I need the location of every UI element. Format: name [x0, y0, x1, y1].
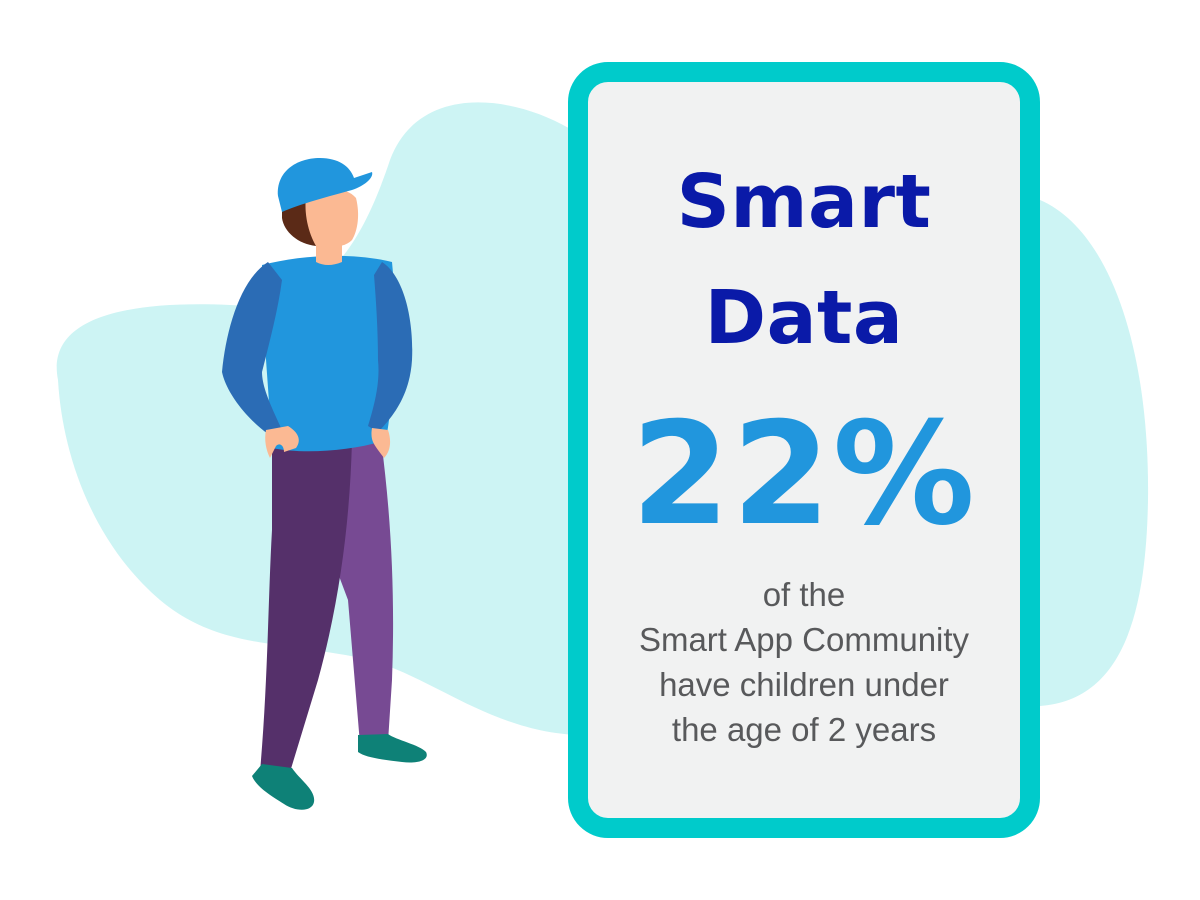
person-in-cap-icon: [222, 158, 427, 810]
card-content: Smart Data 22% of the Smart App Communit…: [588, 82, 1020, 818]
face: [305, 188, 359, 248]
pants-dark-leg: [260, 440, 352, 772]
smart-data-card: Smart Data 22% of the Smart App Communit…: [568, 62, 1040, 838]
description-line-4: the age of 2 years: [671, 711, 937, 748]
right-hand: [371, 428, 391, 458]
description-line-1: of the: [762, 576, 846, 613]
shirt: [262, 255, 396, 452]
left-hand: [265, 426, 299, 458]
description-line-3: have children under: [659, 666, 949, 703]
left-shoe: [252, 764, 315, 810]
right-shoe: [358, 734, 427, 763]
title-line-2: Data: [704, 275, 904, 361]
right-sleeve: [368, 262, 413, 432]
cap: [277, 158, 373, 212]
description-line-2: Smart App Community: [638, 621, 970, 658]
stat-value: 22%: [631, 392, 977, 557]
left-sleeve: [222, 262, 282, 434]
title-line-1: Smart: [676, 159, 932, 245]
stat-description: of the Smart App Community have children…: [588, 572, 1020, 752]
card-title: Smart Data: [588, 144, 1020, 376]
